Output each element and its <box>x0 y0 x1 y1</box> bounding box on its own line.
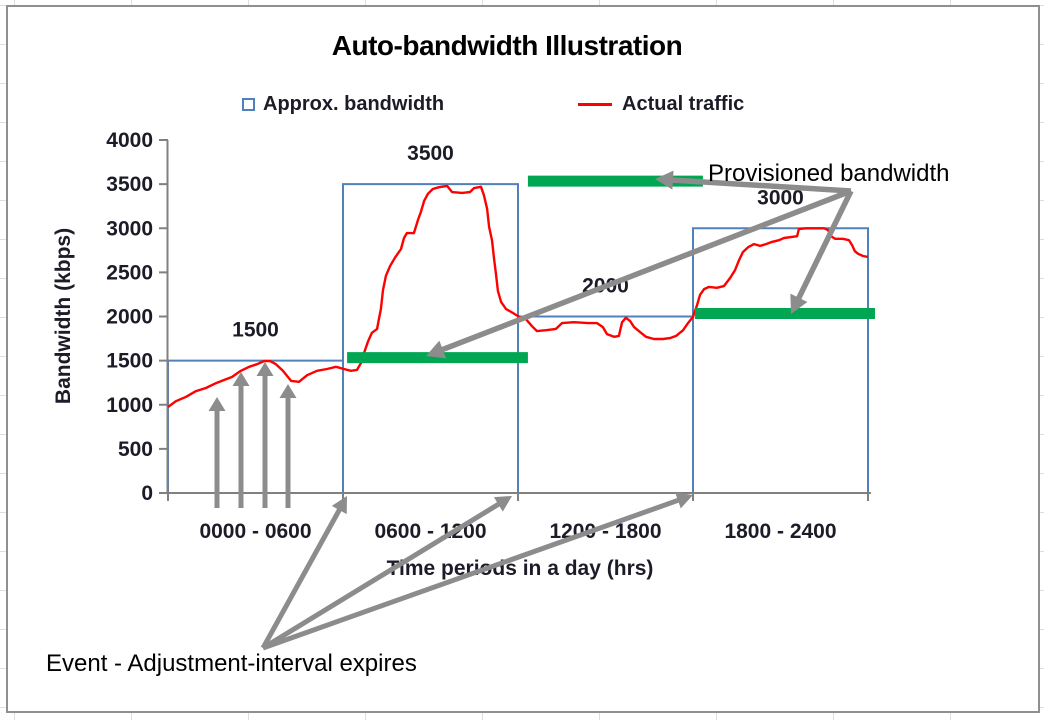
approx-bandwidth-value-label: 1500 <box>232 319 279 342</box>
y-tick-label: 3500 <box>106 173 153 196</box>
legend-label-approx-bandwidth: Approx. bandwidth <box>263 92 445 115</box>
category-label: 0000 - 0600 <box>199 520 311 543</box>
provisioned-arrow-shaft <box>670 177 852 194</box>
category-label: 1800 - 2400 <box>724 520 836 543</box>
y-tick-label: 1000 <box>106 394 153 417</box>
approx-bandwidth-rect <box>167 359 344 494</box>
provisioned-arrow-head <box>790 293 808 314</box>
traffic-sample-arrow-head <box>256 362 274 376</box>
legend-line-marker-icon <box>578 102 612 106</box>
y-tick-label: 500 <box>118 438 153 461</box>
approx-bandwidth-value-label: 3000 <box>757 186 804 209</box>
provisioned-arrow-shaft <box>795 189 854 301</box>
provisioned-arrow-shaft <box>439 188 852 353</box>
y-tick-label: 2500 <box>106 261 153 284</box>
event-arrow-shaft <box>261 501 502 651</box>
traffic-sample-arrow-head <box>232 372 250 386</box>
provisioned-arrow-head <box>426 340 447 359</box>
legend-item-approx-bandwidth[interactable]: Approx. bandwidth <box>242 89 444 119</box>
event-arrow-head <box>493 496 512 512</box>
traffic-sample-arrow-head <box>279 384 297 398</box>
y-tick-label: 1500 <box>106 350 153 373</box>
event-arrow-head <box>331 496 347 515</box>
approx-bandwidth-value-label: 3500 <box>407 142 454 165</box>
event-arrow-head <box>675 492 693 509</box>
legend-item-actual-traffic[interactable]: Actual traffic <box>578 89 744 119</box>
approx-bandwidth-rect <box>517 315 694 494</box>
legend-label-actual-traffic: Actual traffic <box>622 92 745 115</box>
y-tick-label: 0 <box>141 482 153 505</box>
y-tick-label: 3000 <box>106 217 153 240</box>
annotation-provisioned-bandwidth: Provisioned bandwidth <box>708 160 950 187</box>
provisioned-bandwidth-bar <box>347 352 528 364</box>
approx-bandwidth-rect <box>692 227 869 494</box>
x-axis-title: Time periods in a day (hrs) <box>386 557 654 580</box>
legend-square-outline-icon <box>242 97 255 111</box>
provisioned-bandwidth-bar <box>695 308 875 319</box>
actual-traffic-line <box>167 184 869 408</box>
provisioned-bandwidth-bar <box>527 175 703 187</box>
chart-title: Auto-bandwidth Illustration <box>331 30 683 61</box>
provisioned-arrow-head <box>655 170 674 190</box>
y-tick-label: 2000 <box>106 306 153 329</box>
event-arrow-shaft <box>262 497 681 651</box>
y-tick-label: 4000 <box>106 129 153 152</box>
traffic-sample-arrow-head <box>208 397 226 411</box>
annotation-event-adjustment-interval: Event - Adjustment-interval expires <box>46 650 417 677</box>
event-arrow-shaft <box>260 507 343 650</box>
